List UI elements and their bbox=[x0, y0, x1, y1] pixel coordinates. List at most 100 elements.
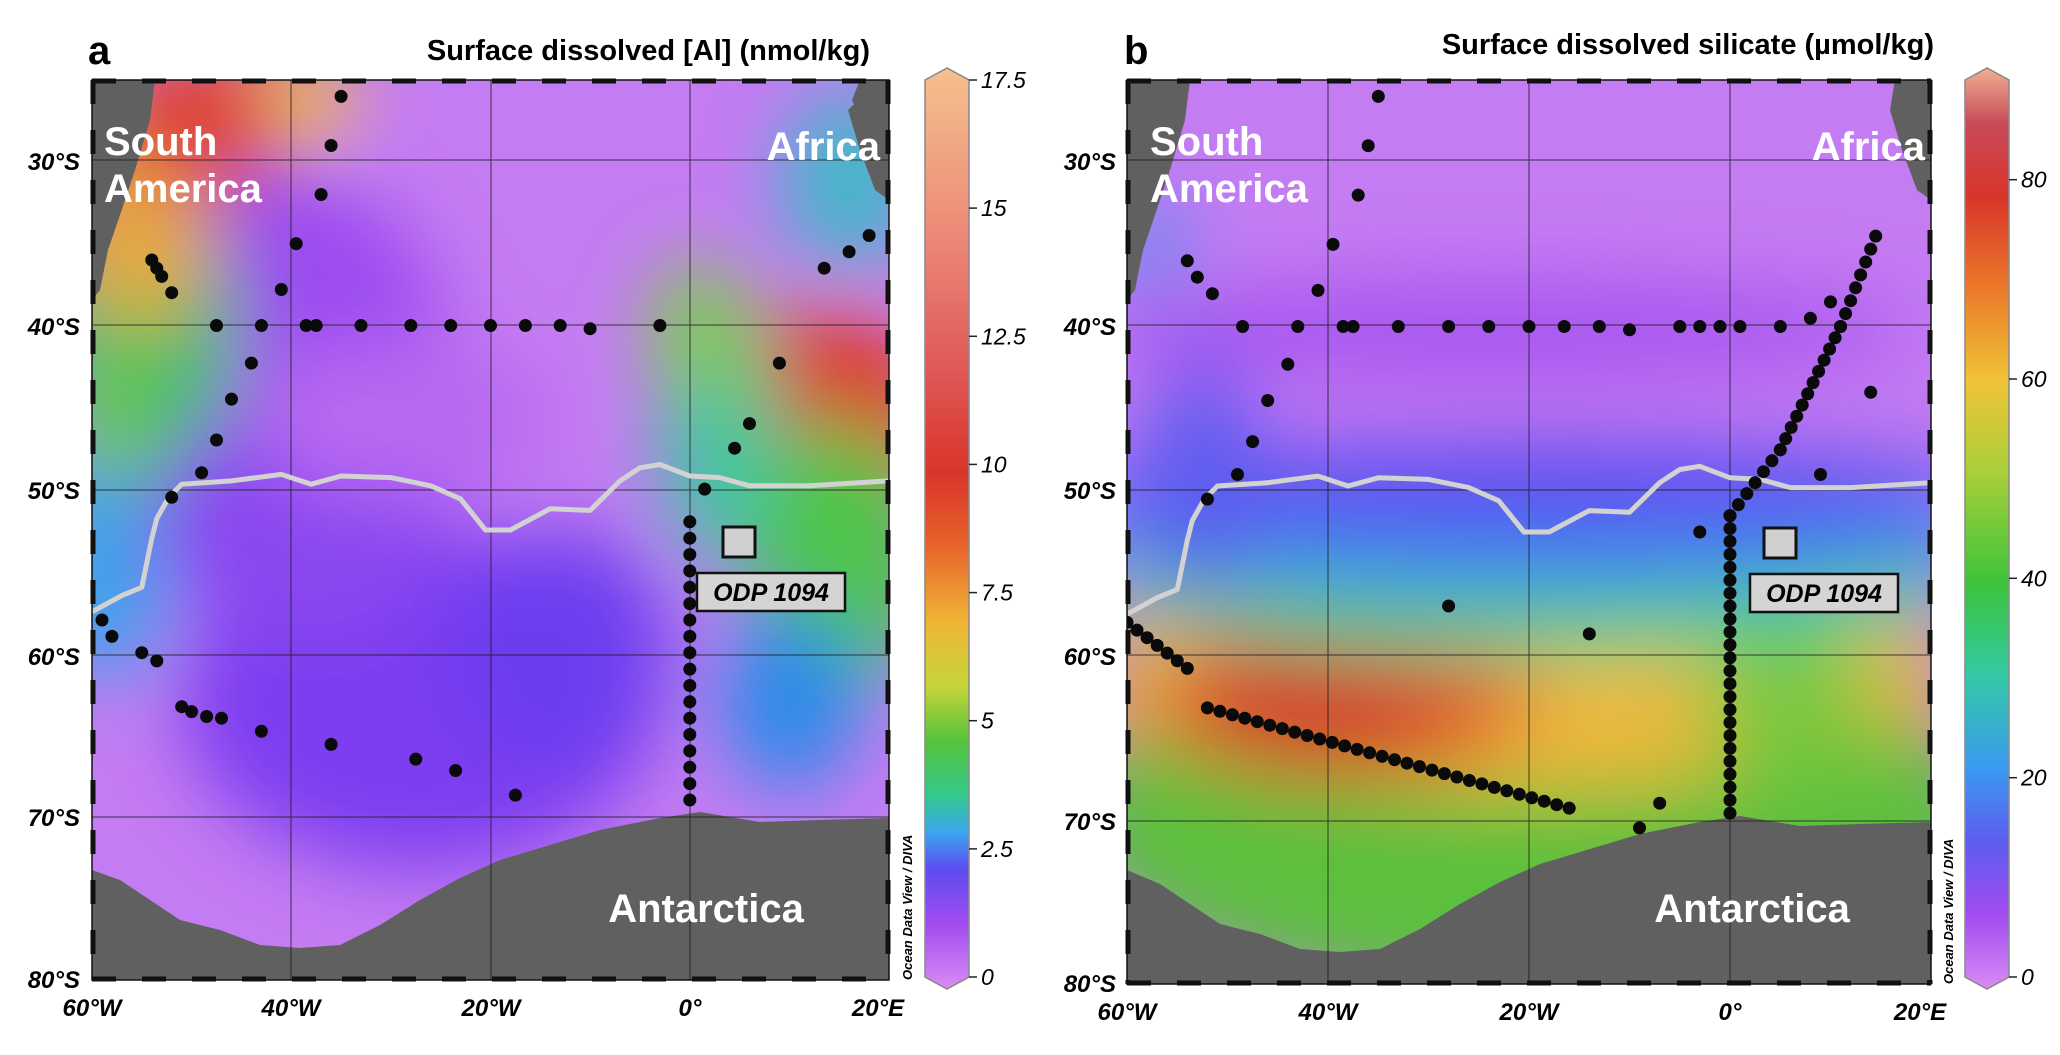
station-dot bbox=[683, 695, 697, 709]
africa-land-b bbox=[1890, 80, 1931, 200]
station-dot bbox=[254, 319, 268, 332]
station-dot bbox=[195, 466, 209, 480]
colorbar-tick-label: 20 bbox=[2020, 765, 2047, 791]
station-dot bbox=[1338, 739, 1352, 753]
lon-tick: 60°W bbox=[1098, 999, 1159, 1026]
station-dot bbox=[1864, 242, 1878, 256]
panel-b-title: Surface dissolved silicate (µmol/kg) bbox=[1442, 29, 1934, 61]
station-dot bbox=[683, 597, 697, 611]
station-dot bbox=[210, 433, 223, 447]
station-dot bbox=[1391, 320, 1405, 333]
station-dot bbox=[1723, 522, 1737, 535]
station-dot bbox=[1311, 283, 1325, 297]
odp-site-label-b: ODP 1094 bbox=[1766, 580, 1882, 608]
station-dot bbox=[1557, 320, 1571, 333]
station-dot bbox=[1375, 749, 1389, 763]
station-dot bbox=[1864, 385, 1878, 399]
station-dot bbox=[1350, 742, 1364, 756]
antarctica-label-b: Antarctica bbox=[1654, 887, 1850, 931]
antarctica-label-a: Antarctica bbox=[608, 887, 804, 931]
station-dot bbox=[1693, 525, 1707, 539]
lat-tick: 60°S bbox=[1064, 644, 1116, 671]
station-dot bbox=[583, 322, 597, 336]
odp-site-box-b bbox=[1748, 572, 1900, 614]
station-dot bbox=[95, 613, 109, 627]
station-dot bbox=[175, 700, 189, 714]
station-dot bbox=[508, 788, 522, 802]
station-dot bbox=[1723, 729, 1737, 742]
lat-tick: 80°S bbox=[1064, 971, 1116, 998]
station-dot bbox=[1673, 320, 1687, 333]
station-dot bbox=[1723, 599, 1737, 613]
station-dot bbox=[1281, 357, 1295, 371]
station-dot bbox=[135, 646, 149, 660]
lat-tick: 30°S bbox=[1064, 149, 1116, 176]
station-dot bbox=[772, 356, 786, 370]
station-dot bbox=[1723, 547, 1737, 561]
frame-a bbox=[90, 78, 891, 982]
south-america-label-a: South bbox=[104, 120, 217, 164]
station-dot bbox=[1773, 443, 1787, 457]
south-america-land-b bbox=[1127, 80, 1190, 300]
station-dot bbox=[200, 710, 214, 723]
polar-front-a bbox=[92, 462, 889, 614]
station-dot bbox=[1336, 320, 1350, 333]
station-dot bbox=[1823, 342, 1837, 356]
station-dot bbox=[1130, 623, 1144, 637]
station-dot bbox=[683, 679, 697, 692]
station-dot bbox=[862, 229, 876, 242]
station-dot bbox=[1437, 767, 1451, 781]
station-dot bbox=[1291, 320, 1305, 333]
station-dot bbox=[728, 441, 742, 455]
station-dot bbox=[1592, 320, 1606, 333]
africa-label-b: Africa bbox=[1812, 125, 1926, 169]
station-dot bbox=[1442, 320, 1456, 333]
stations-b bbox=[1127, 89, 1883, 835]
station-dot bbox=[409, 752, 423, 766]
station-dot bbox=[1817, 353, 1831, 367]
station-dot bbox=[1859, 255, 1873, 269]
station-dot bbox=[1723, 677, 1737, 691]
station-dot bbox=[324, 737, 338, 751]
station-dot bbox=[1839, 307, 1853, 321]
station-dot bbox=[404, 319, 418, 332]
station-dot bbox=[1812, 364, 1826, 378]
station-dot bbox=[683, 728, 697, 741]
station-dot bbox=[1723, 690, 1737, 704]
colorbar-tick-label: 10 bbox=[981, 451, 1007, 477]
station-dot bbox=[842, 245, 856, 259]
station-dot bbox=[1582, 627, 1596, 641]
station-dot bbox=[1363, 746, 1377, 760]
stations-a bbox=[95, 89, 876, 807]
station-dot bbox=[1127, 615, 1134, 629]
colorbar-tick-label: 17.5 bbox=[981, 67, 1026, 93]
station-dot bbox=[1653, 796, 1667, 810]
station-dot bbox=[1733, 320, 1747, 333]
lat-tick: 50°S bbox=[28, 478, 80, 505]
station-dot bbox=[1723, 767, 1737, 781]
station-dot bbox=[1723, 586, 1737, 600]
station-dot bbox=[1263, 718, 1277, 732]
station-dot bbox=[1757, 465, 1770, 479]
station-dot bbox=[1779, 432, 1793, 446]
lon-axis-b: 60°W 40°W 20°W 0° 20°E bbox=[1098, 999, 1948, 1026]
station-dot bbox=[683, 564, 697, 578]
station-dot bbox=[210, 319, 223, 332]
station-dot bbox=[683, 793, 697, 807]
station-dot bbox=[1313, 732, 1327, 746]
station-dot bbox=[1425, 763, 1439, 777]
station-dot bbox=[683, 613, 697, 627]
panel-b: b Surface dissolved silicate (µmol/kg) bbox=[1063, 29, 2047, 1026]
polar-front-b bbox=[1127, 463, 1931, 617]
station-dot bbox=[1346, 320, 1360, 333]
lat-tick: 80°S bbox=[28, 967, 80, 994]
station-dot bbox=[449, 764, 463, 777]
station-dot bbox=[155, 269, 169, 283]
lon-tick: 40°W bbox=[1298, 999, 1360, 1026]
station-dot bbox=[1854, 268, 1868, 282]
station-dot bbox=[1723, 741, 1737, 755]
station-dot bbox=[1200, 492, 1214, 506]
colorbar-tick-label: 40 bbox=[2021, 565, 2047, 591]
colorbar-tick-label: 2.5 bbox=[980, 836, 1013, 862]
station-dot bbox=[1361, 139, 1375, 153]
